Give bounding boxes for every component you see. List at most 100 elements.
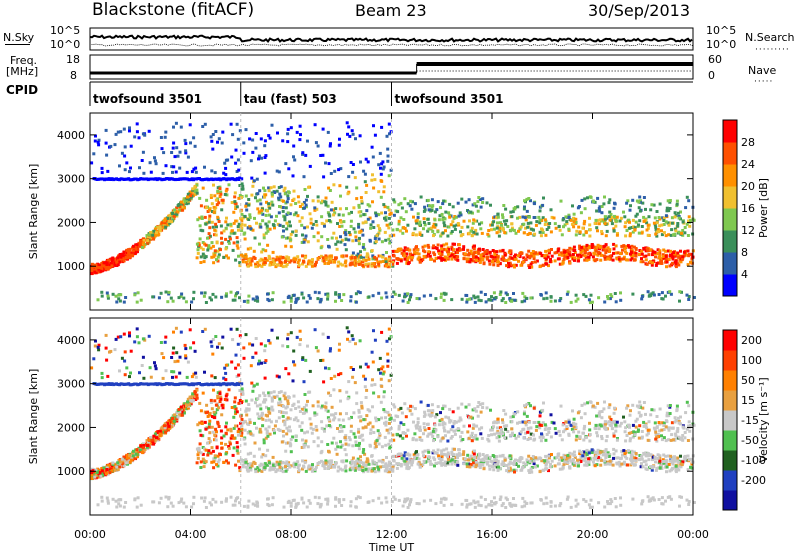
power-point (431, 224, 435, 228)
power-point (623, 215, 627, 219)
power-point (338, 207, 342, 211)
velocity-point (466, 430, 470, 434)
velocity-point (281, 411, 285, 414)
power-point (337, 168, 341, 172)
velocity-point (271, 455, 275, 459)
power-point (587, 246, 591, 250)
power-point (541, 231, 545, 234)
velocity-point (246, 452, 250, 456)
power-point (593, 245, 597, 249)
power-point (277, 257, 281, 261)
power-point (625, 251, 629, 255)
velocity-point (634, 457, 638, 461)
velocity-point (203, 420, 207, 424)
power-point (259, 225, 263, 229)
velocity-point (422, 454, 425, 458)
power-point (171, 170, 174, 174)
power-point (489, 203, 492, 207)
velocity-point (296, 466, 300, 469)
velocity-point (397, 427, 401, 431)
power-point (508, 228, 512, 232)
velocity-point (658, 429, 662, 433)
power-point (495, 216, 499, 220)
power-point (617, 255, 621, 259)
power-point (451, 205, 455, 209)
power-point (339, 194, 342, 198)
power-point (174, 121, 178, 125)
velocity-point (338, 412, 342, 416)
power-point (113, 258, 117, 262)
velocity-point (658, 456, 662, 460)
power-point (147, 129, 151, 133)
power-point (217, 137, 221, 141)
power-point (320, 215, 324, 219)
power-point (614, 224, 618, 228)
velocity-point (427, 432, 431, 436)
power-point (377, 237, 381, 241)
power-point (172, 214, 176, 218)
power-point (600, 253, 603, 257)
velocity-point (372, 431, 376, 434)
power-point (578, 244, 582, 248)
power-point (615, 233, 619, 237)
power-point (255, 177, 259, 181)
power-point (634, 254, 638, 258)
power-point (482, 262, 486, 266)
velocity-point (378, 433, 382, 437)
power-point (430, 208, 434, 212)
power-point (618, 252, 622, 256)
power-point (212, 205, 216, 209)
power-point (195, 183, 199, 187)
velocity-point (676, 427, 680, 430)
power-point (558, 262, 562, 266)
power-point (153, 156, 156, 160)
power-point (420, 233, 424, 237)
velocity-point (245, 413, 249, 417)
velocity-point (549, 413, 553, 417)
power-point (246, 300, 250, 304)
power-point (265, 226, 269, 230)
velocity-point (439, 461, 443, 465)
velocity-point (606, 451, 610, 455)
power-point (137, 136, 141, 140)
power-point (402, 249, 406, 253)
velocity-point (684, 411, 688, 415)
power-point (170, 165, 174, 169)
velocity-point (504, 427, 508, 431)
power-point (685, 195, 689, 199)
power-point (340, 299, 344, 302)
power-point (581, 249, 585, 253)
power-point (263, 156, 267, 159)
power-point (473, 300, 477, 304)
power-point (283, 192, 287, 196)
power-point (603, 300, 607, 304)
velocity-point (524, 431, 528, 435)
velocity-point (356, 457, 360, 461)
velocity-point (221, 406, 225, 410)
power-point (466, 248, 470, 252)
power-point (664, 234, 668, 238)
velocity-point (571, 409, 574, 413)
velocity-point (415, 456, 419, 460)
velocity-point (638, 400, 642, 404)
power-point (347, 231, 351, 234)
power-point (610, 222, 614, 226)
velocity-point (213, 438, 216, 442)
power-point (208, 206, 212, 210)
power-point (214, 130, 218, 133)
power-point (373, 255, 377, 259)
power-point (400, 206, 404, 210)
power-point (310, 264, 314, 268)
power-point (529, 252, 533, 255)
power-point (480, 221, 484, 225)
velocity-point (344, 438, 348, 442)
power-point (382, 259, 386, 263)
velocity-point (559, 456, 563, 460)
power-point (579, 250, 583, 254)
velocity-point (240, 427, 244, 431)
power-point (210, 220, 214, 224)
power-point (510, 226, 514, 230)
velocity-point (521, 420, 525, 424)
power-point (235, 236, 239, 240)
power-point (506, 225, 510, 228)
